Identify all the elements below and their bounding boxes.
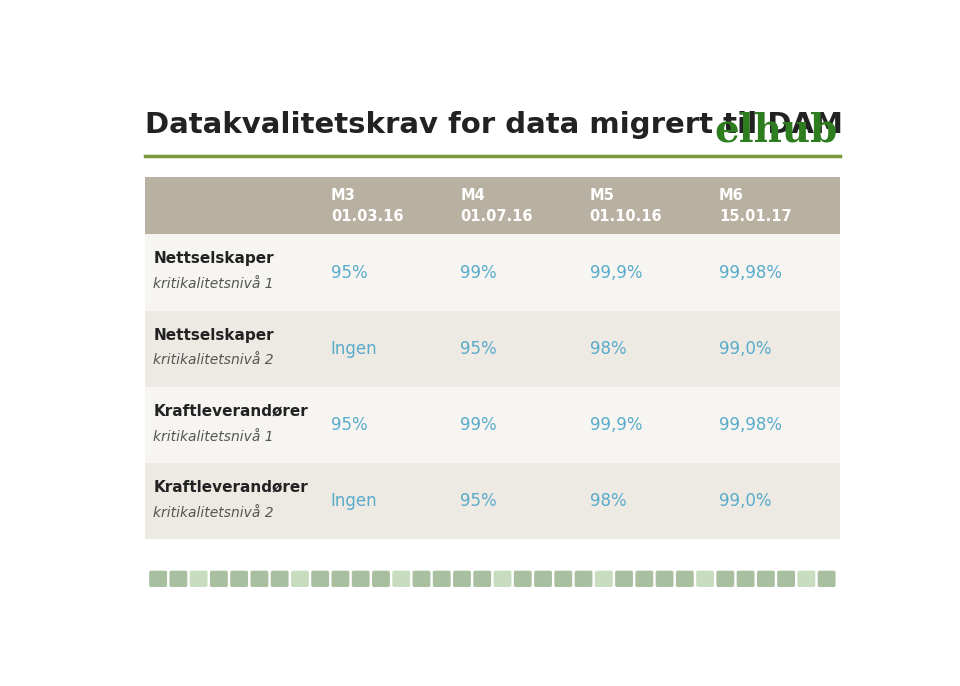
Text: M3
01.03.16: M3 01.03.16	[331, 188, 403, 224]
FancyBboxPatch shape	[756, 571, 775, 587]
Bar	[451, 178, 581, 235]
Bar	[145, 178, 322, 235]
FancyBboxPatch shape	[291, 571, 309, 587]
FancyBboxPatch shape	[230, 571, 248, 587]
FancyBboxPatch shape	[271, 571, 289, 587]
Bar	[145, 463, 840, 539]
Text: 95%: 95%	[331, 263, 368, 281]
Text: M6
15.01.17: M6 15.01.17	[719, 188, 792, 224]
Text: 99,0%: 99,0%	[719, 492, 772, 510]
Text: 99,9%: 99,9%	[589, 263, 642, 281]
FancyBboxPatch shape	[393, 571, 410, 587]
Text: 99,98%: 99,98%	[719, 263, 782, 281]
Bar	[322, 178, 451, 235]
FancyBboxPatch shape	[554, 571, 572, 587]
FancyBboxPatch shape	[778, 571, 795, 587]
FancyBboxPatch shape	[331, 571, 349, 587]
Text: 98%: 98%	[589, 340, 626, 357]
FancyBboxPatch shape	[433, 571, 450, 587]
FancyBboxPatch shape	[575, 571, 592, 587]
FancyBboxPatch shape	[696, 571, 714, 587]
Text: kritikalitetsnivå 2: kritikalitetsnivå 2	[154, 506, 275, 520]
Text: kritikalitetsnivå 1: kritikalitetsnivå 1	[154, 429, 275, 444]
FancyBboxPatch shape	[210, 571, 228, 587]
FancyBboxPatch shape	[798, 571, 815, 587]
Text: 98%: 98%	[589, 492, 626, 510]
Bar	[710, 178, 840, 235]
FancyBboxPatch shape	[716, 571, 734, 587]
Text: Kraftleverandører: Kraftleverandører	[154, 480, 308, 495]
FancyBboxPatch shape	[493, 571, 512, 587]
Text: 95%: 95%	[460, 492, 497, 510]
FancyBboxPatch shape	[372, 571, 390, 587]
Text: kritikalitetsnivå 2: kritikalitetsnivå 2	[154, 353, 275, 368]
Text: 95%: 95%	[460, 340, 497, 357]
FancyBboxPatch shape	[676, 571, 694, 587]
FancyBboxPatch shape	[818, 571, 835, 587]
Text: Nettselskaper: Nettselskaper	[154, 251, 275, 266]
FancyBboxPatch shape	[736, 571, 755, 587]
Bar	[145, 235, 840, 311]
Text: 99,0%: 99,0%	[719, 340, 772, 357]
Text: Ingen: Ingen	[331, 340, 377, 357]
FancyBboxPatch shape	[514, 571, 532, 587]
Text: elhub: elhub	[714, 111, 838, 150]
FancyBboxPatch shape	[636, 571, 653, 587]
Text: Ingen: Ingen	[331, 492, 377, 510]
Bar	[145, 311, 840, 387]
Text: 99,98%: 99,98%	[719, 416, 782, 434]
FancyBboxPatch shape	[473, 571, 492, 587]
Bar	[581, 178, 710, 235]
FancyBboxPatch shape	[311, 571, 329, 587]
Text: 99%: 99%	[460, 263, 497, 281]
FancyBboxPatch shape	[170, 571, 187, 587]
FancyBboxPatch shape	[453, 571, 471, 587]
FancyBboxPatch shape	[251, 571, 269, 587]
Text: M4
01.07.16: M4 01.07.16	[460, 188, 533, 224]
Text: kritikalitetsnivå 1: kritikalitetsnivå 1	[154, 277, 275, 291]
FancyBboxPatch shape	[595, 571, 612, 587]
Text: 99,9%: 99,9%	[589, 416, 642, 434]
FancyBboxPatch shape	[149, 571, 167, 587]
FancyBboxPatch shape	[413, 571, 430, 587]
Text: M5
01.10.16: M5 01.10.16	[589, 188, 662, 224]
FancyBboxPatch shape	[351, 571, 370, 587]
FancyBboxPatch shape	[190, 571, 207, 587]
Bar	[145, 387, 840, 463]
Text: 95%: 95%	[331, 416, 368, 434]
FancyBboxPatch shape	[656, 571, 674, 587]
Text: 99%: 99%	[460, 416, 497, 434]
Text: Nettselskaper: Nettselskaper	[154, 327, 275, 342]
Text: Kraftleverandører: Kraftleverandører	[154, 403, 308, 418]
FancyBboxPatch shape	[615, 571, 633, 587]
Text: Datakvalitetskrav for data migrert til DAM: Datakvalitetskrav for data migrert til D…	[145, 111, 843, 139]
FancyBboxPatch shape	[534, 571, 552, 587]
